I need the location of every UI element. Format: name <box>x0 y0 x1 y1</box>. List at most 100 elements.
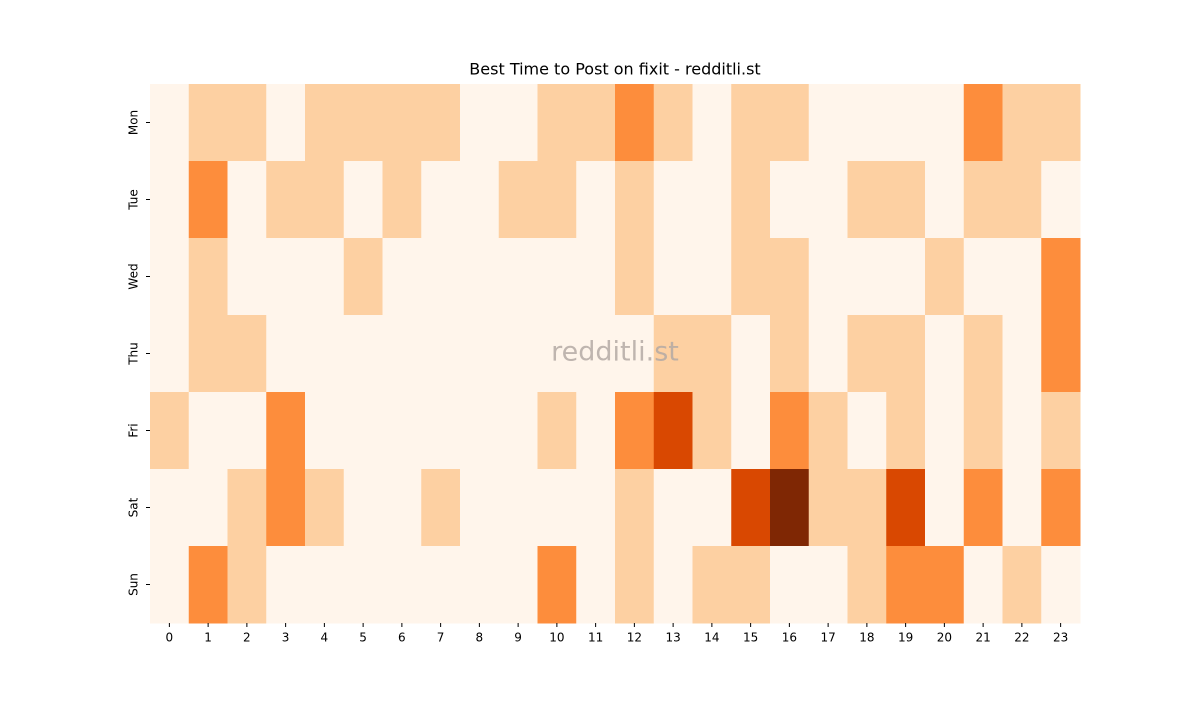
cell <box>150 238 190 316</box>
x-tick-label: 18 <box>859 631 874 645</box>
x-tick-label: 2 <box>243 631 251 645</box>
cell <box>188 546 228 624</box>
x-tick-label: 1 <box>204 631 212 645</box>
cell <box>537 161 577 239</box>
cell <box>1041 238 1081 316</box>
cell <box>731 315 771 393</box>
cell <box>227 238 267 316</box>
x-tick-label: 6 <box>398 631 406 645</box>
x-tick-label: 7 <box>437 631 445 645</box>
cell <box>808 469 848 547</box>
cell <box>305 84 345 162</box>
x-tick-label: 22 <box>1014 631 1029 645</box>
cell <box>382 546 422 624</box>
cell <box>963 546 1003 624</box>
cell <box>188 84 228 162</box>
cell <box>615 392 655 470</box>
cell <box>227 546 267 624</box>
cell <box>266 315 306 393</box>
cell <box>150 546 190 624</box>
cell <box>266 84 306 162</box>
cell <box>343 315 383 393</box>
cell <box>847 546 887 624</box>
cell <box>770 161 810 239</box>
cell <box>963 84 1003 162</box>
cell <box>150 392 190 470</box>
cell <box>460 161 500 239</box>
cell <box>847 469 887 547</box>
cell <box>421 392 461 470</box>
cell <box>925 469 965 547</box>
cell <box>188 238 228 316</box>
cell <box>150 161 190 239</box>
cell <box>537 392 577 470</box>
cell <box>188 161 228 239</box>
cell <box>266 546 306 624</box>
x-tick-label: 4 <box>321 631 329 645</box>
cell <box>421 469 461 547</box>
x-tick-label: 15 <box>743 631 758 645</box>
cell <box>382 469 422 547</box>
cell <box>382 315 422 393</box>
cell <box>808 546 848 624</box>
cell <box>615 315 655 393</box>
cell <box>266 161 306 239</box>
x-tick-label: 0 <box>166 631 174 645</box>
cell <box>343 84 383 162</box>
cell <box>692 546 732 624</box>
cell <box>305 392 345 470</box>
cell <box>498 315 538 393</box>
cell <box>847 392 887 470</box>
y-tick-label: Thu <box>127 342 141 366</box>
cell <box>498 392 538 470</box>
cell <box>227 161 267 239</box>
cell <box>692 238 732 316</box>
cell <box>460 546 500 624</box>
cell <box>460 469 500 547</box>
cell <box>925 161 965 239</box>
cell <box>1002 161 1042 239</box>
cell <box>925 546 965 624</box>
cell <box>886 392 926 470</box>
cell <box>421 315 461 393</box>
cell <box>266 392 306 470</box>
cell <box>1002 238 1042 316</box>
cell <box>343 161 383 239</box>
x-tick-label: 3 <box>282 631 290 645</box>
cell <box>266 469 306 547</box>
cell <box>615 469 655 547</box>
cell <box>847 238 887 316</box>
cell <box>653 84 693 162</box>
cell <box>227 469 267 547</box>
x-tick-label: 5 <box>359 631 367 645</box>
cell <box>770 392 810 470</box>
cell <box>1002 546 1042 624</box>
cell <box>692 315 732 393</box>
cell <box>1041 469 1081 547</box>
cell <box>692 469 732 547</box>
cell <box>886 315 926 393</box>
cell <box>886 161 926 239</box>
y-tick-label: Mon <box>127 110 141 135</box>
cell <box>498 161 538 239</box>
x-tick-label: 17 <box>820 631 835 645</box>
cell <box>925 238 965 316</box>
cell <box>576 238 616 316</box>
cell <box>460 238 500 316</box>
cell <box>1041 315 1081 393</box>
cell <box>653 238 693 316</box>
cell <box>808 392 848 470</box>
cell <box>343 546 383 624</box>
cell <box>1002 469 1042 547</box>
x-tick-label: 10 <box>549 631 564 645</box>
cell <box>498 469 538 547</box>
cell <box>421 161 461 239</box>
cell <box>421 546 461 624</box>
cell <box>305 238 345 316</box>
y-tick-label: Sun <box>127 573 141 596</box>
cell <box>808 238 848 316</box>
cell <box>653 315 693 393</box>
cell <box>576 392 616 470</box>
y-tick-label: Wed <box>127 263 141 289</box>
cell <box>498 546 538 624</box>
